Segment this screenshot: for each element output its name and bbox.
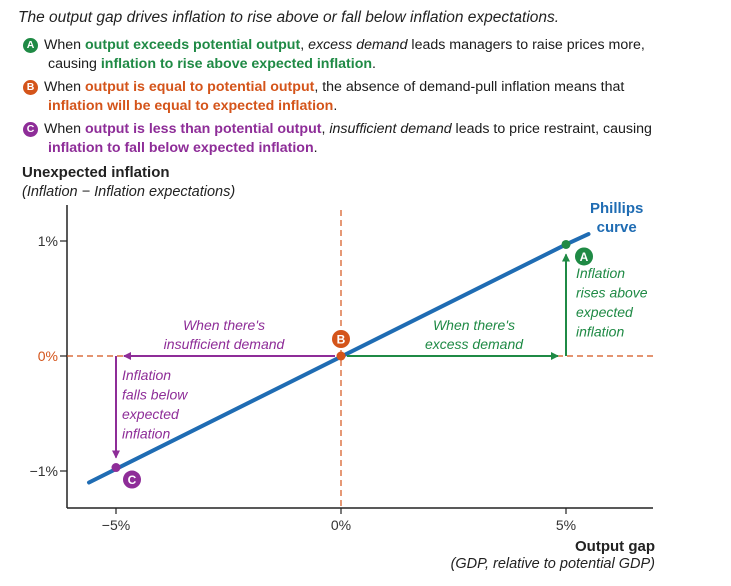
point-badge-letter-b: B: [337, 333, 346, 347]
x-axis-sublabel: (GDP, relative to potential GDP): [450, 556, 655, 572]
inflation-falls-annotation: Inflation: [122, 367, 171, 383]
highlight-b-1: output is equal to potential output: [85, 79, 315, 95]
point-badge-a: [575, 247, 593, 266]
x-tick-label: 0%: [331, 517, 351, 533]
text-b-3: .: [333, 98, 338, 114]
y-axis-label: Unexpected inflation: [22, 164, 170, 181]
text-b-2: , the absence of demand-pull inflation m…: [314, 79, 625, 95]
point-badge-letter-a: A: [580, 250, 589, 264]
emphasis-c: insufficient demand: [329, 121, 452, 137]
point-badge-c: [123, 470, 141, 489]
phillips-curve-label: Phillips curve: [590, 199, 643, 237]
explanation-b: B When output is equal to potential outpu…: [23, 78, 723, 116]
text-a-2: ,: [300, 37, 309, 53]
highlight-a-1: output exceeds potential output: [85, 37, 301, 53]
point-b: [336, 351, 346, 361]
explanation-a: A When output exceeds potential output, e…: [23, 36, 723, 74]
inflation-falls-annotation: expected: [122, 406, 180, 422]
y-axis-sublabel: (Inflation − Inflation expectations): [22, 184, 236, 200]
highlight-c-2: inflation to fall below expected inflati…: [48, 140, 314, 156]
badge-a: A: [23, 38, 38, 53]
text-a-3: leads managers to raise prices more,: [407, 37, 645, 53]
badge-b: B: [23, 80, 38, 95]
point-c: [111, 463, 121, 473]
phillips-curve-label-line1: Phillips: [590, 200, 644, 217]
insufficient-demand-annotation: When there's: [183, 317, 265, 333]
highlight-c-1: output is less than potential output: [85, 121, 322, 137]
text-a-5: .: [372, 56, 376, 72]
y-tick-label: −1%: [30, 463, 58, 479]
emphasis-a: excess demand: [308, 37, 408, 53]
x-axis-label: Output gap: [575, 538, 655, 555]
text-a-4: causing: [48, 56, 101, 72]
inflation-falls-annotation: inflation: [122, 426, 170, 442]
inflation-rises-annotation: expected: [576, 304, 634, 320]
text-c-4: .: [313, 140, 318, 156]
text-b-1: When: [44, 79, 86, 95]
inflation-rises-annotation: Inflation: [576, 265, 625, 281]
badge-c: C: [23, 122, 38, 137]
inflation-rises-annotation: inflation: [576, 324, 624, 340]
insufficient-demand-annotation: insufficient demand: [164, 336, 286, 352]
x-tick-label: 5%: [556, 517, 576, 533]
excess-demand-annotation: When there's: [433, 317, 515, 333]
excess-demand-annotation: excess demand: [425, 336, 524, 352]
point-badge-letter-c: C: [128, 473, 137, 487]
chart-title: The output gap drives inflation to rise …: [18, 9, 560, 26]
text-c-2: ,: [321, 121, 330, 137]
inflation-rises-annotation: rises above: [576, 285, 648, 301]
point-a: [561, 239, 571, 249]
point-badge-b: [332, 330, 350, 348]
x-tick-label: −5%: [102, 517, 130, 533]
inflation-falls-annotation: falls below: [122, 387, 188, 403]
text-c-3: leads to price restraint, causing: [451, 121, 652, 137]
highlight-a-2: inflation to rise above expected inflati…: [100, 56, 373, 72]
explanation-c: C When output is less than potential outp…: [23, 120, 723, 158]
y-tick-label: 0%: [38, 348, 58, 364]
highlight-b-2: inflation will be equal to expected infl…: [48, 98, 334, 114]
text-c-1: When: [44, 121, 86, 137]
phillips-curve-label-line2: curve: [596, 219, 637, 236]
text-a-1: When: [44, 37, 86, 53]
y-tick-label: 1%: [38, 233, 58, 249]
